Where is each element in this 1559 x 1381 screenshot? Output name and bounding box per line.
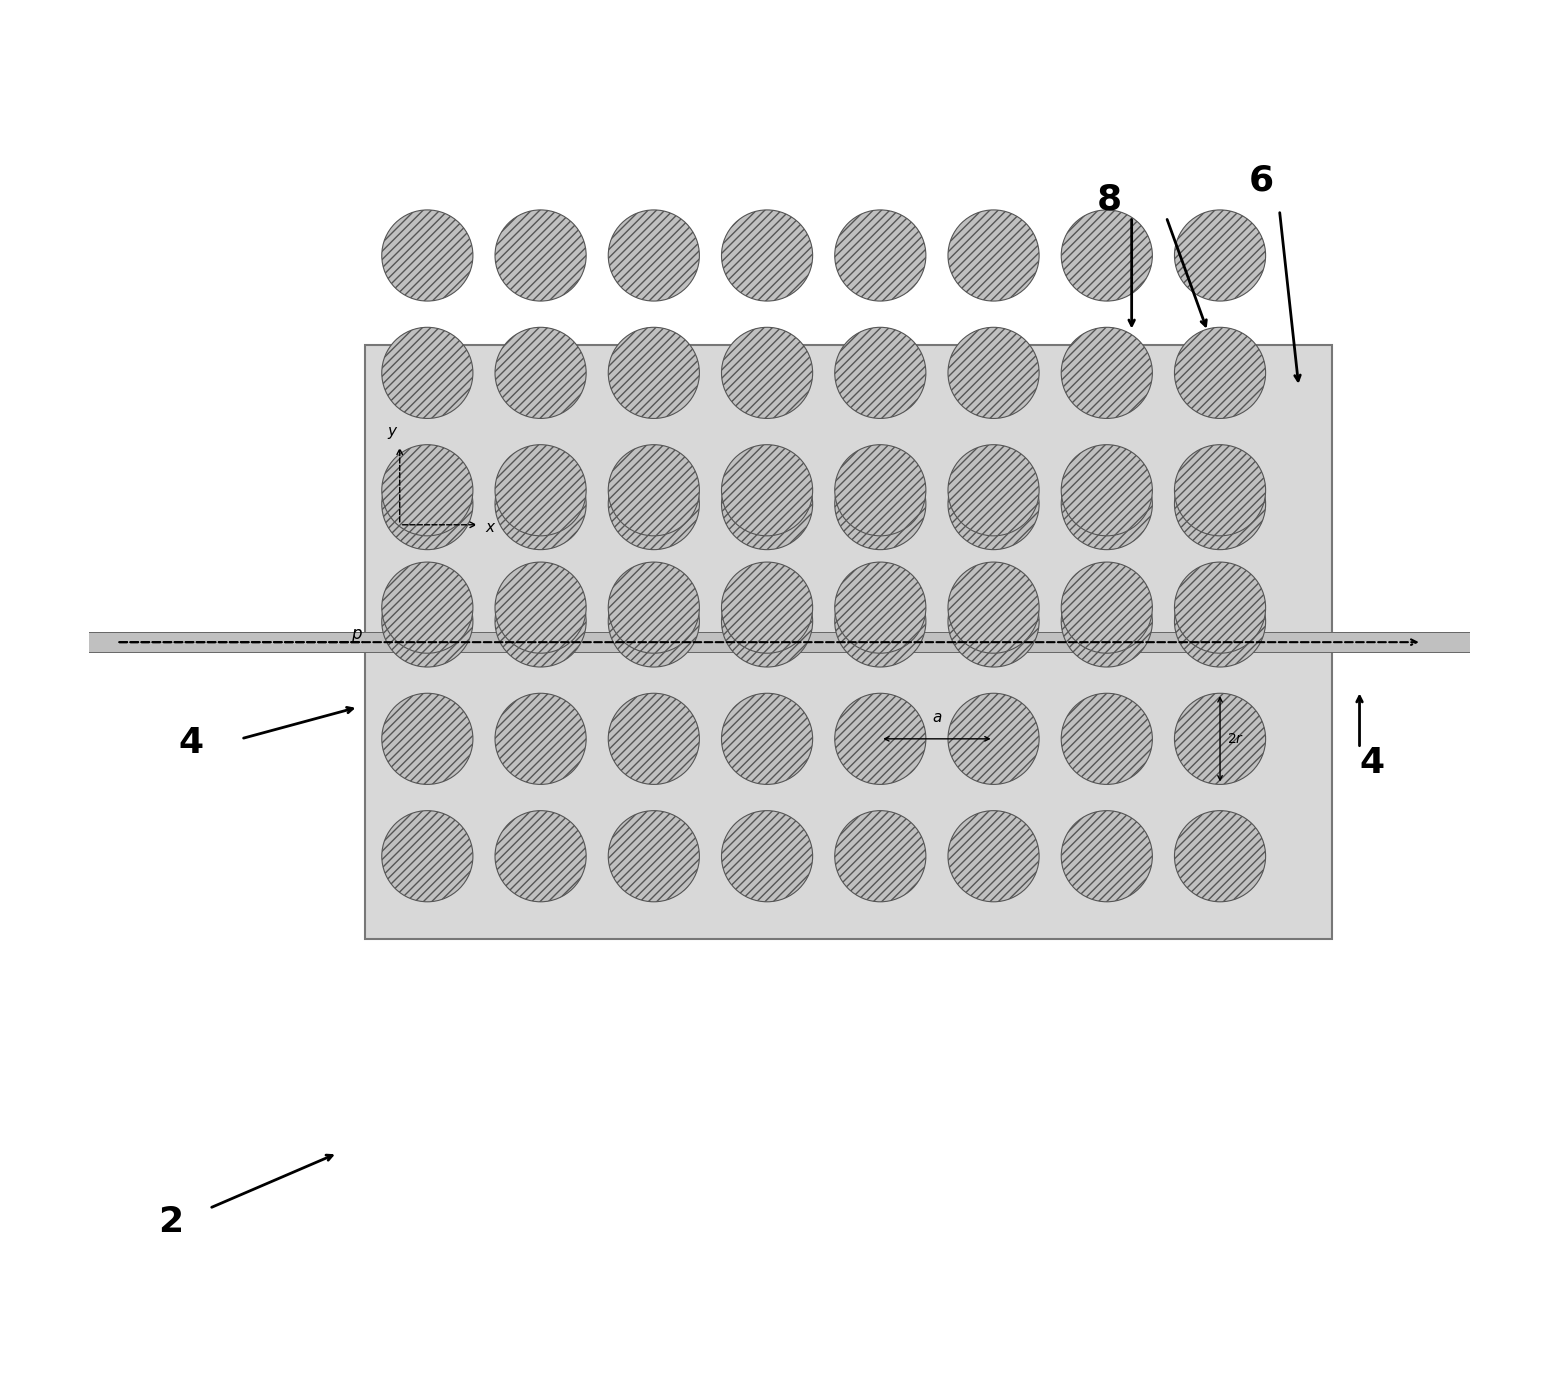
Circle shape	[382, 693, 472, 784]
Text: 6: 6	[1249, 163, 1274, 197]
Circle shape	[834, 327, 926, 418]
Circle shape	[948, 210, 1040, 301]
Circle shape	[948, 576, 1040, 667]
Circle shape	[722, 458, 812, 550]
Circle shape	[496, 327, 586, 418]
Circle shape	[722, 811, 812, 902]
Circle shape	[722, 693, 812, 784]
Text: $a$: $a$	[932, 710, 942, 725]
Text: 4: 4	[179, 725, 204, 760]
Circle shape	[834, 562, 926, 653]
Circle shape	[722, 445, 812, 536]
Circle shape	[608, 458, 700, 550]
Circle shape	[1062, 811, 1152, 902]
Circle shape	[1062, 327, 1152, 418]
Circle shape	[834, 458, 926, 550]
Text: 2: 2	[157, 1204, 182, 1239]
Bar	[89, 632, 1470, 652]
Circle shape	[496, 562, 586, 653]
Circle shape	[496, 811, 586, 902]
Circle shape	[1174, 445, 1266, 536]
Circle shape	[834, 576, 926, 667]
Circle shape	[382, 458, 472, 550]
Circle shape	[1062, 458, 1152, 550]
Circle shape	[1174, 327, 1266, 418]
Bar	[365, 345, 1331, 939]
Circle shape	[496, 458, 586, 550]
Circle shape	[722, 562, 812, 653]
Text: $x$: $x$	[485, 519, 497, 534]
Circle shape	[834, 210, 926, 301]
Circle shape	[608, 562, 700, 653]
Circle shape	[948, 458, 1040, 550]
Text: $p$: $p$	[351, 627, 363, 645]
Circle shape	[496, 693, 586, 784]
Circle shape	[1062, 210, 1152, 301]
Circle shape	[608, 576, 700, 667]
Circle shape	[722, 327, 812, 418]
Text: 8: 8	[1098, 182, 1122, 217]
Circle shape	[834, 445, 926, 536]
Circle shape	[1062, 562, 1152, 653]
Circle shape	[1174, 562, 1266, 653]
Circle shape	[948, 445, 1040, 536]
Circle shape	[608, 811, 700, 902]
Circle shape	[1174, 576, 1266, 667]
Circle shape	[382, 562, 472, 653]
Circle shape	[1062, 576, 1152, 667]
Circle shape	[382, 210, 472, 301]
Circle shape	[948, 811, 1040, 902]
Circle shape	[1174, 458, 1266, 550]
Circle shape	[608, 210, 700, 301]
Circle shape	[382, 327, 472, 418]
Circle shape	[948, 327, 1040, 418]
Circle shape	[1174, 693, 1266, 784]
Circle shape	[382, 445, 472, 536]
Text: $2r$: $2r$	[1227, 732, 1244, 746]
Circle shape	[608, 693, 700, 784]
Circle shape	[834, 693, 926, 784]
Text: $y$: $y$	[387, 425, 399, 442]
Circle shape	[722, 210, 812, 301]
Circle shape	[1062, 445, 1152, 536]
Circle shape	[1062, 693, 1152, 784]
Circle shape	[722, 576, 812, 667]
Circle shape	[948, 693, 1040, 784]
Circle shape	[1174, 811, 1266, 902]
Circle shape	[948, 562, 1040, 653]
Circle shape	[496, 445, 586, 536]
Text: 4: 4	[1359, 746, 1384, 780]
Circle shape	[608, 327, 700, 418]
Circle shape	[382, 811, 472, 902]
Circle shape	[496, 576, 586, 667]
Circle shape	[1174, 210, 1266, 301]
Circle shape	[608, 445, 700, 536]
Circle shape	[382, 576, 472, 667]
Circle shape	[834, 811, 926, 902]
Circle shape	[496, 210, 586, 301]
